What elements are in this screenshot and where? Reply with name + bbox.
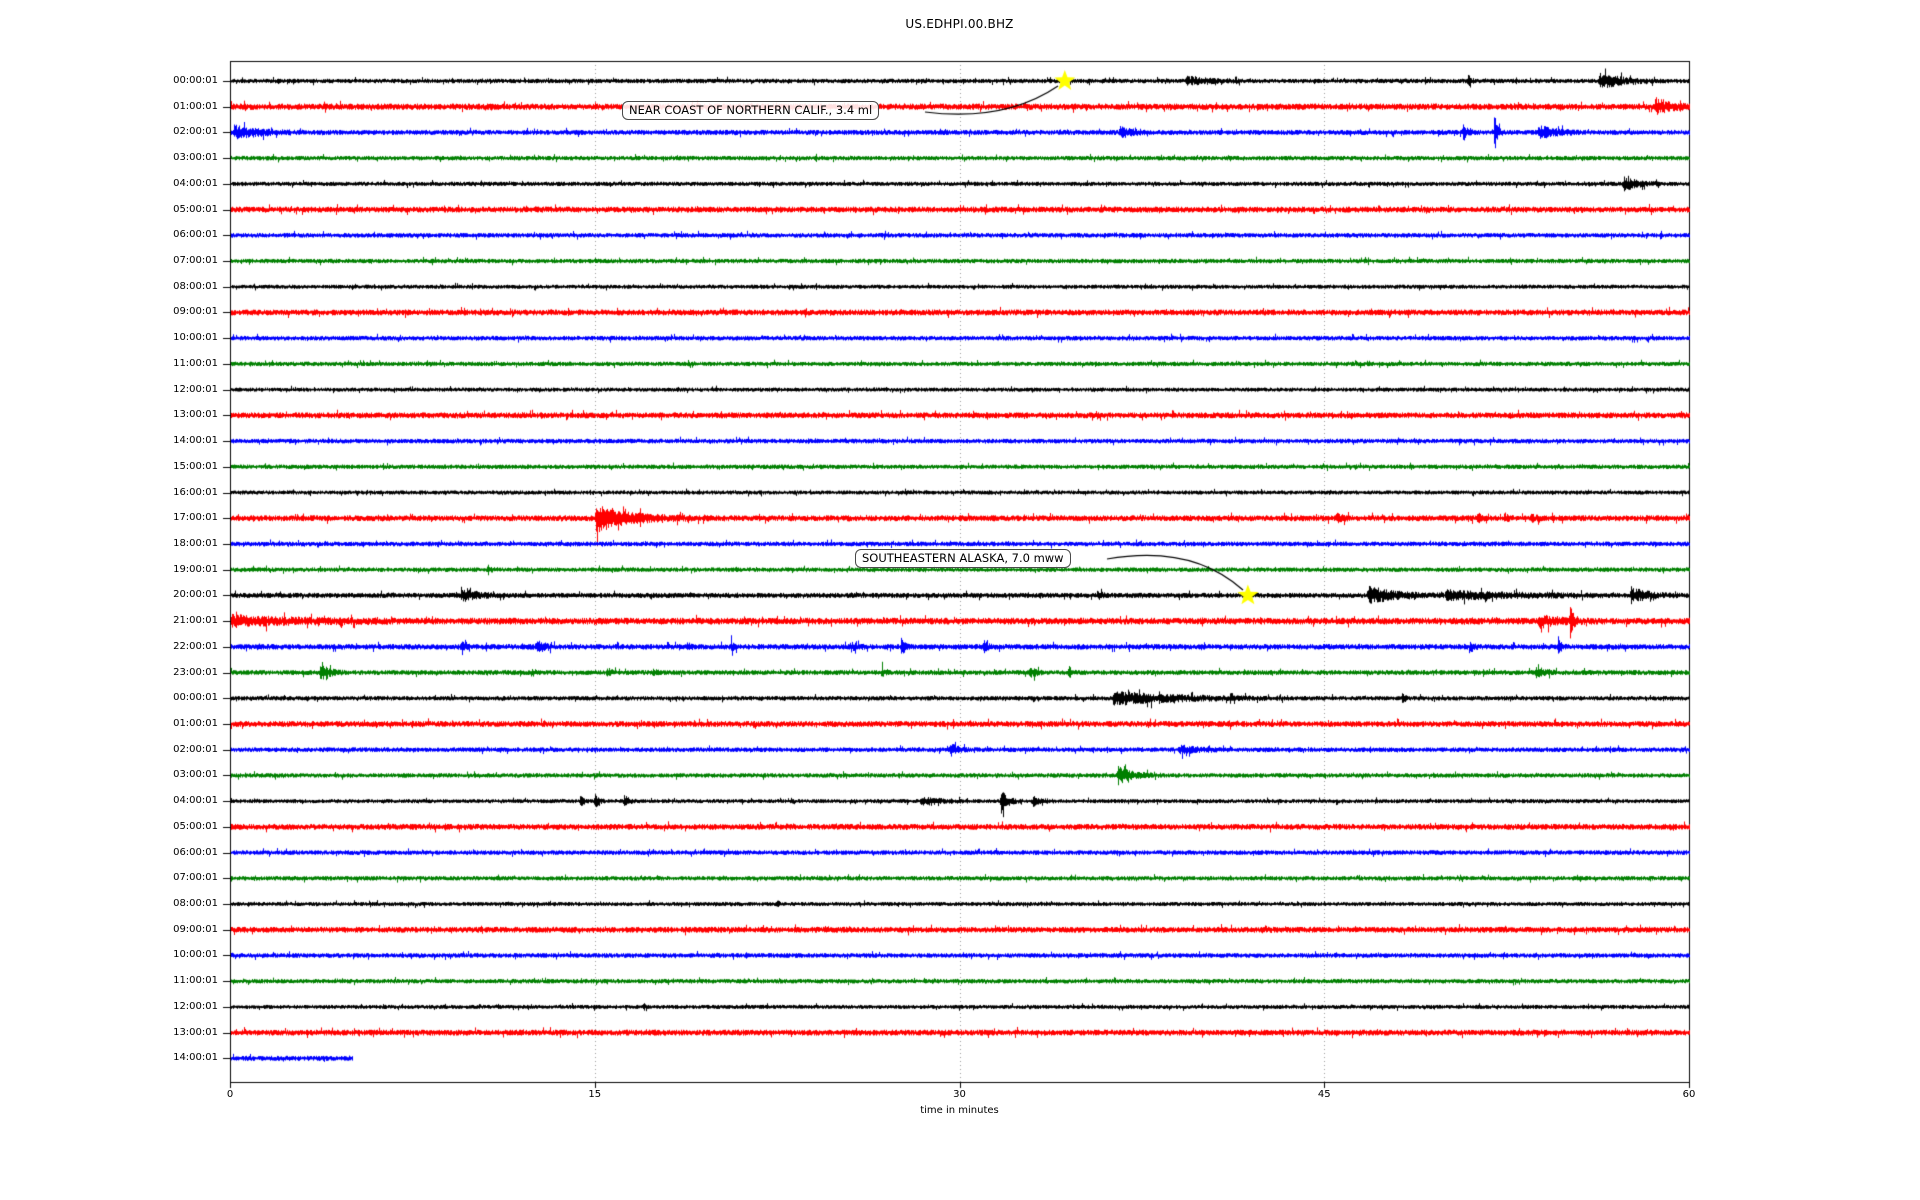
y-axis-label: 04:00:01 bbox=[173, 795, 218, 807]
plot-title: US.EDHPI.00.BHZ bbox=[905, 17, 1014, 31]
x-axis-tick-label: 45 bbox=[1317, 1089, 1331, 1100]
y-axis-label: 15:00:01 bbox=[173, 460, 218, 472]
y-axis-label: 14:00:01 bbox=[173, 435, 218, 447]
y-axis-label: 01:00:01 bbox=[173, 100, 218, 112]
y-axis-label: 22:00:01 bbox=[173, 640, 218, 652]
y-axis-label: 06:00:01 bbox=[173, 846, 218, 858]
y-axis-label: 05:00:01 bbox=[173, 820, 218, 832]
x-axis-tick-label: 15 bbox=[588, 1089, 602, 1100]
y-axis-label: 03:00:01 bbox=[173, 152, 218, 164]
y-axis-label: 16:00:01 bbox=[173, 486, 218, 498]
event-annotation-southeastern-alaska: SOUTHEASTERN ALASKA, 7.0 mww bbox=[855, 549, 1071, 568]
y-axis-label: 21:00:01 bbox=[173, 615, 218, 627]
y-axis-label: 20:00:01 bbox=[173, 589, 218, 601]
y-axis-label: 10:00:01 bbox=[173, 332, 218, 344]
y-axis-label: 11:00:01 bbox=[173, 975, 218, 987]
y-axis-label: 18:00:01 bbox=[173, 537, 218, 549]
y-axis-label: 03:00:01 bbox=[173, 769, 218, 781]
y-axis-label: 23:00:01 bbox=[173, 666, 218, 678]
x-axis-tick-label: 60 bbox=[1682, 1089, 1696, 1100]
y-axis-label: 13:00:01 bbox=[173, 409, 218, 421]
y-axis-label: 10:00:01 bbox=[173, 949, 218, 961]
y-axis-label: 12:00:01 bbox=[173, 1000, 218, 1012]
y-axis-label: 05:00:01 bbox=[173, 203, 218, 215]
y-axis-label: 11:00:01 bbox=[173, 357, 218, 369]
y-axis-label: 12:00:01 bbox=[173, 383, 218, 395]
y-axis-label: 08:00:01 bbox=[173, 898, 218, 910]
y-axis-label: 02:00:01 bbox=[173, 126, 218, 138]
y-axis-label: 07:00:01 bbox=[173, 872, 218, 884]
y-axis-label: 14:00:01 bbox=[173, 1052, 218, 1064]
y-axis-label: 13:00:01 bbox=[173, 1026, 218, 1038]
y-axis-label: 00:00:01 bbox=[173, 692, 218, 704]
x-axis-label: time in minutes bbox=[920, 1105, 999, 1116]
y-axis-label: 04:00:01 bbox=[173, 177, 218, 189]
event-annotation-near-coast-northern-calif: NEAR COAST OF NORTHERN CALIF., 3.4 ml bbox=[622, 101, 880, 120]
y-axis-label: 09:00:01 bbox=[173, 306, 218, 318]
y-axis-label: 08:00:01 bbox=[173, 280, 218, 292]
y-axis-label: 17:00:01 bbox=[173, 512, 218, 524]
x-axis-tick-label: 30 bbox=[953, 1089, 966, 1100]
y-axis-label: 07:00:01 bbox=[173, 255, 218, 267]
y-axis-label: 01:00:01 bbox=[173, 718, 218, 729]
y-axis-label: 09:00:01 bbox=[173, 923, 218, 935]
y-axis-label: 00:00:01 bbox=[173, 75, 218, 86]
x-axis-tick-label: 0 bbox=[226, 1089, 234, 1100]
y-axis-label: 02:00:01 bbox=[173, 743, 218, 755]
y-axis-label: 19:00:01 bbox=[173, 563, 218, 575]
y-axis-label: 06:00:01 bbox=[173, 229, 218, 241]
